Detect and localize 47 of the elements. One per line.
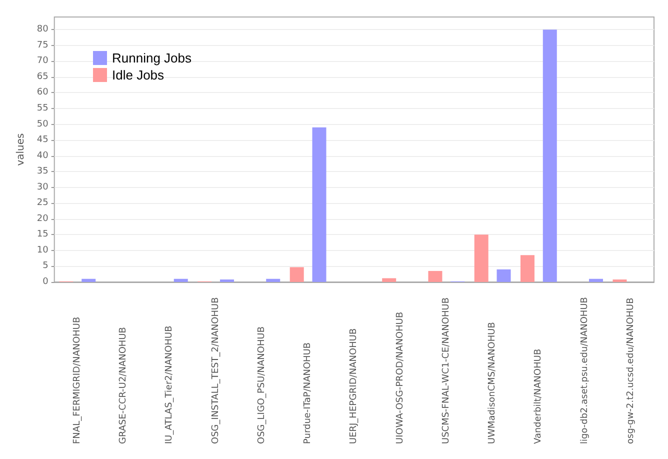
y-tick-label: 0	[42, 277, 49, 287]
y-axis-title: values	[16, 133, 26, 166]
x-tick-label: ligo-db2.aset.psu.edu/NANOHUB	[580, 297, 590, 444]
bar	[220, 279, 234, 282]
bar	[174, 278, 188, 282]
y-tick-label: 65	[36, 72, 48, 82]
x-tick-label: OSG_INSTALL_TEST_2/NANOHUB	[210, 297, 221, 444]
y-tick-label: 50	[36, 119, 49, 130]
y-tick-label: 80	[36, 24, 49, 35]
bar	[312, 127, 326, 282]
x-tick-label: OSG_LIGO_PSU/NANOHUB	[256, 326, 267, 444]
bar	[428, 270, 442, 282]
y-tick-label: 75	[36, 40, 48, 50]
bar	[520, 255, 534, 282]
bar	[474, 234, 488, 282]
x-tick-label: FNAL_FERMIGRID/NANOHUB	[72, 316, 82, 444]
bar	[496, 269, 511, 282]
y-tick-label: 55	[36, 103, 48, 114]
y-tick-label: 10	[36, 245, 49, 256]
bar	[290, 267, 304, 282]
bar	[542, 30, 557, 282]
y-tick-label: 45	[36, 135, 48, 146]
x-tick-label: GRASE-CCR-U2/NANOHUB	[118, 327, 129, 444]
y-tick-label: 40	[36, 150, 49, 161]
x-tick-label: IU_ATLAS_Tier2/NANOHUB	[164, 326, 175, 444]
x-tick-label: UWMadisonCMS/NANOHUB	[488, 322, 498, 444]
bar	[382, 278, 396, 282]
x-tick-label: USCMS-FNAL-WC1-CE/NANOHUB	[441, 297, 452, 444]
legend-label: Idle Jobs	[112, 68, 165, 82]
y-tick-label: 20	[36, 214, 49, 224]
y-tick-label: 35	[36, 166, 48, 177]
y-tick-label: 30	[36, 182, 49, 192]
x-tick-label: Purdue-ITaP/NANOHUB	[303, 342, 314, 444]
bar	[82, 278, 96, 282]
x-tick-label: Vanderbilt/NANOHUB	[534, 348, 544, 444]
bar	[266, 278, 280, 282]
legend-label: Running Jobs	[112, 50, 192, 66]
y-tick-label: 15	[36, 230, 48, 240]
y-tick-label: 70	[36, 56, 49, 66]
y-tick-label: 60	[36, 88, 49, 98]
bar	[612, 279, 627, 282]
y-tick-label: 5	[42, 261, 48, 272]
x-tick-label: UIOWA-OSG-PROD/NANOHUB	[395, 312, 406, 444]
y-tick-label: 25	[36, 198, 48, 208]
bar	[589, 278, 604, 282]
x-tick-label: osg-gw-2.t2.ucsd.edu/NANOHUB	[626, 298, 636, 444]
x-tick-label: UERJ_HEPGRID/NANOHUB	[349, 328, 360, 444]
